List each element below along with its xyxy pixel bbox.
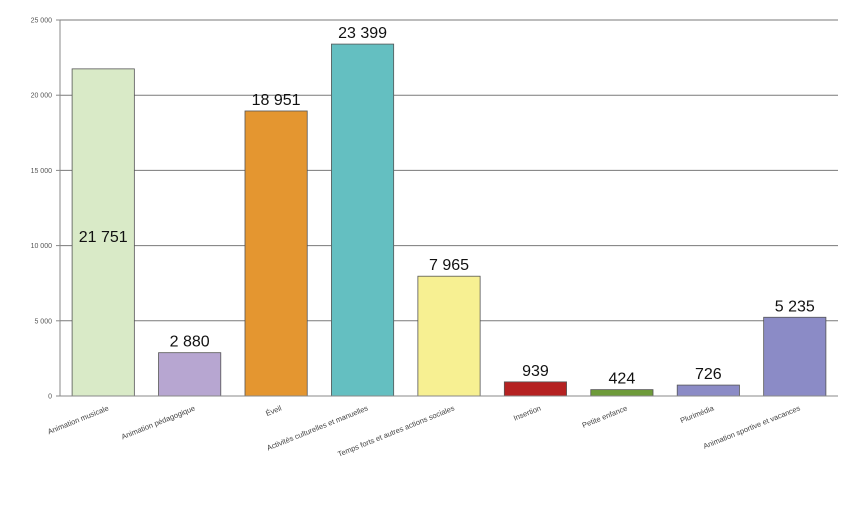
data-label: 23 399: [338, 25, 387, 42]
category-label: Éveil: [264, 403, 283, 418]
data-label: 18 951: [252, 92, 301, 109]
y-axis-ticks: 0 5 000 10 000 15 000 20 000 25 000: [31, 18, 60, 401]
y-tick-label: 5 000: [34, 318, 52, 325]
bar: [71, 68, 135, 397]
category-label: Animation sportive et vacances: [702, 403, 802, 450]
x-axis-categories: Animation musicale Animation pédagogique É…: [46, 403, 801, 459]
category-label: Petite enfance: [581, 404, 629, 430]
data-label: 5 235: [775, 298, 815, 315]
y-tick-label: 25 000: [31, 18, 53, 25]
category-label: Insertion: [512, 404, 542, 423]
bar: [417, 275, 481, 397]
bar: [763, 316, 827, 397]
data-label: 726: [695, 366, 722, 383]
category-label: Plurimédia: [679, 403, 716, 425]
y-tick-label: 15 000: [31, 168, 53, 175]
y-tick-label: 20 000: [31, 93, 53, 100]
data-label: 2 880: [170, 334, 210, 351]
bar: [590, 389, 654, 397]
data-label: 21 751: [79, 229, 128, 246]
bar: [244, 110, 308, 397]
y-tick-label: 10 000: [31, 243, 53, 250]
data-label: 424: [609, 371, 636, 388]
bar: [503, 381, 567, 397]
category-label: Animation musicale: [46, 404, 110, 437]
bar: [158, 352, 222, 397]
data-labels: 21 751 2 880 18 951 23 399 7 965 939 424 726 5 2…: [79, 25, 815, 388]
bar: [331, 43, 395, 397]
y-tick-label: 0: [48, 394, 52, 401]
data-label: 939: [522, 363, 549, 380]
bars: [71, 43, 827, 397]
category-label: Animation pédagogique: [120, 404, 196, 442]
data-label: 7 965: [429, 257, 469, 274]
bar: [676, 384, 740, 397]
